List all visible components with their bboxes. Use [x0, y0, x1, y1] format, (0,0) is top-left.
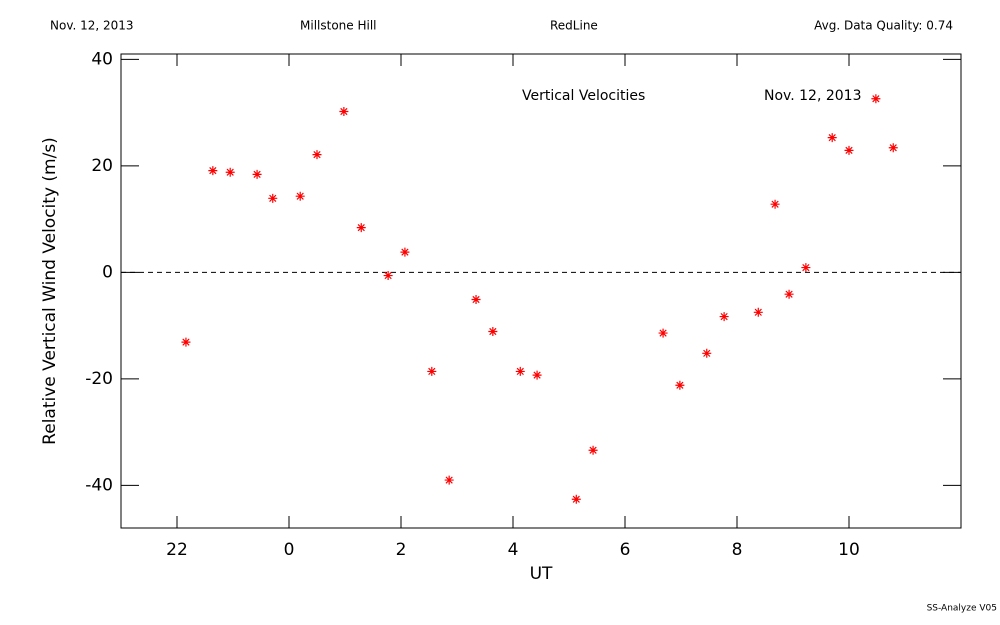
data-point [383, 271, 393, 281]
header-date: Nov. 12, 2013 [50, 19, 134, 33]
data-point [488, 326, 498, 336]
annotation: Nov. 12, 2013 [764, 88, 861, 104]
data-point [702, 348, 712, 358]
data-point [356, 223, 366, 233]
data-point [801, 263, 811, 273]
data-point [295, 191, 305, 201]
data-point [658, 328, 668, 338]
header-quality: Avg. Data Quality: 0.74 [814, 19, 953, 33]
footer: SS-Analyze V05 [927, 604, 997, 614]
data-point [252, 169, 262, 179]
data-point [784, 289, 794, 299]
data-point [427, 366, 437, 376]
y-tick-label: -20 [85, 369, 113, 389]
data-point [268, 193, 278, 203]
data-point [675, 380, 685, 390]
header-line: RedLine [550, 19, 598, 33]
data-point [753, 307, 763, 317]
x-tick-label: 0 [284, 540, 295, 560]
data-point [770, 199, 780, 209]
data-point [871, 94, 881, 104]
x-tick-label: 6 [620, 540, 631, 560]
data-point [515, 366, 525, 376]
data-point [844, 145, 854, 155]
x-tick-label: 10 [838, 540, 860, 560]
data-point [719, 312, 729, 322]
data-point [888, 143, 898, 153]
x-tick-label: 4 [508, 540, 519, 560]
x-tick-label: 2 [396, 540, 407, 560]
data-point [181, 337, 191, 347]
data-point [588, 445, 598, 455]
y-tick-label: -40 [85, 475, 113, 495]
data-point [444, 475, 454, 485]
data-point [471, 295, 481, 305]
x-axis-label: UT [530, 564, 553, 584]
data-point [400, 247, 410, 257]
x-tick-label: 22 [166, 540, 188, 560]
annotation: Vertical Velocities [522, 88, 645, 104]
data-point [339, 107, 349, 117]
y-tick-label: 40 [91, 49, 113, 69]
data-point [571, 494, 581, 504]
y-axis-label: Relative Vertical Wind Velocity (m/s) [40, 137, 60, 445]
data-point [312, 150, 322, 160]
y-tick-label: 0 [102, 262, 113, 282]
data-point [208, 166, 218, 176]
x-tick-label: 8 [732, 540, 743, 560]
plot-frame [120, 53, 962, 529]
header-site: Millstone Hill [300, 19, 376, 33]
data-point [225, 167, 235, 177]
data-point [827, 133, 837, 143]
y-tick-label: 20 [91, 156, 113, 176]
data-point [532, 370, 542, 380]
